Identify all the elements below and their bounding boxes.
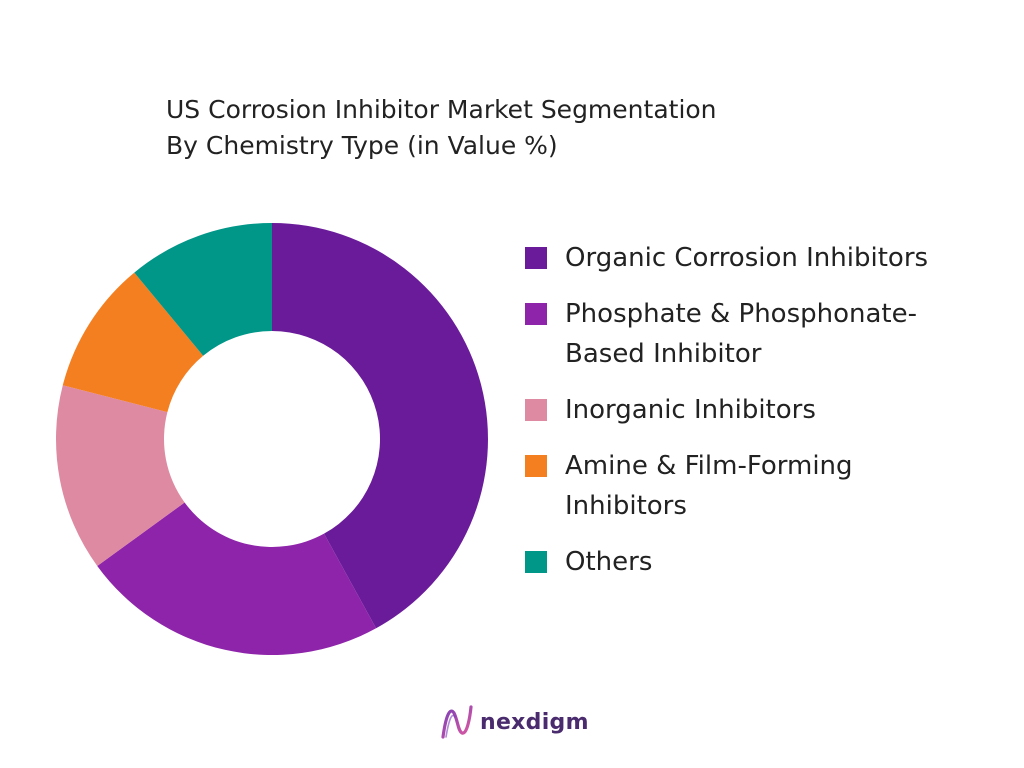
legend-label-others: Others bbox=[565, 547, 653, 577]
legend-item-organic: Organic Corrosion Inhibitors bbox=[525, 238, 1005, 278]
donut-slice-others bbox=[134, 223, 272, 356]
legend-swatch-others bbox=[525, 551, 547, 573]
legend-label-phosphate: Phosphate & Phosphonate- Based Inhibitor bbox=[565, 299, 918, 369]
legend-item-phosphate: Phosphate & Phosphonate- Based Inhibitor bbox=[525, 294, 1005, 374]
legend-item-inorganic: Inorganic Inhibitors bbox=[525, 390, 1005, 430]
legend-swatch-phosphate bbox=[525, 303, 547, 325]
brand-logo: nexdigm bbox=[440, 703, 589, 741]
chart-title-line-2: By Chemistry Type (in Value %) bbox=[166, 131, 558, 160]
brand-name: nexdigm bbox=[480, 709, 589, 735]
legend-label-inorganic: Inorganic Inhibitors bbox=[565, 395, 816, 425]
donut-slice-phosphate bbox=[97, 502, 377, 655]
donut-slice-amine bbox=[62, 272, 204, 413]
legend-swatch-inorganic bbox=[525, 399, 547, 421]
donut-slice-organic bbox=[272, 223, 489, 629]
legend-item-amine: Amine & Film-Forming Inhibitors bbox=[525, 446, 1005, 526]
legend-swatch-organic bbox=[525, 247, 547, 269]
legend-label-organic: Organic Corrosion Inhibitors bbox=[565, 243, 929, 273]
legend-item-others: Others bbox=[525, 542, 1005, 582]
donut-slice-inorganic bbox=[55, 385, 185, 566]
chart-legend: Organic Corrosion Inhibitors Phosphate &… bbox=[525, 238, 1005, 598]
chart-title-line-1: US Corrosion Inhibitor Market Segmentati… bbox=[166, 95, 717, 124]
legend-swatch-amine bbox=[525, 455, 547, 477]
nexdigm-logo-icon bbox=[441, 705, 473, 739]
legend-label-amine: Amine & Film-Forming Inhibitors bbox=[565, 451, 853, 521]
chart-title: US Corrosion Inhibitor Market Segmentati… bbox=[166, 92, 717, 164]
